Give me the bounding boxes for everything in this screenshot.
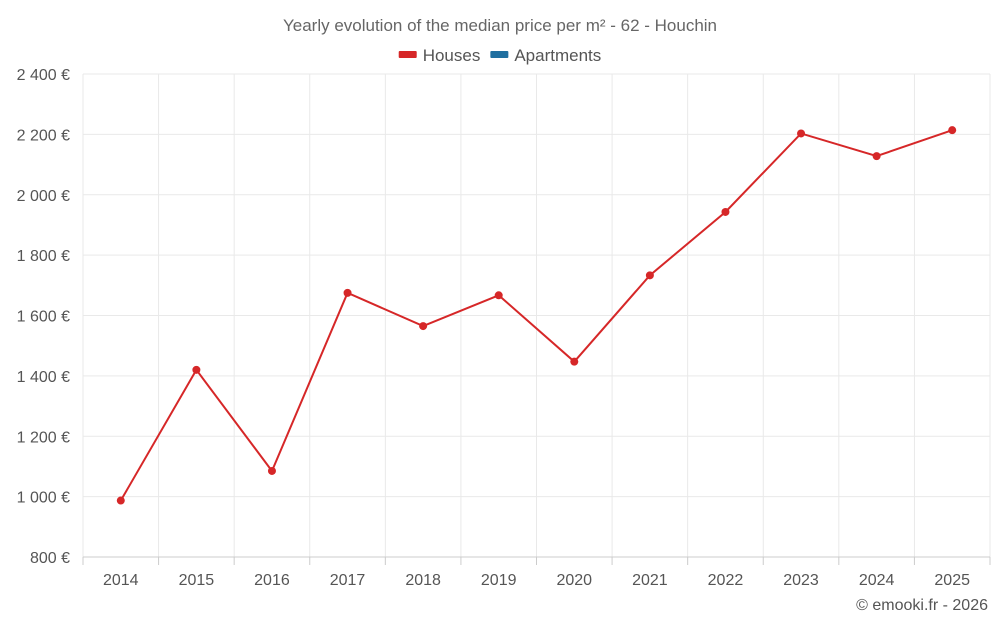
y-tick-label: 2 200 € <box>17 127 70 144</box>
series-line-houses <box>119 129 953 502</box>
data-point-houses-2019[interactable] <box>494 291 503 300</box>
y-tick-label: 1 200 € <box>17 429 70 446</box>
y-tick-label: 1 000 € <box>17 490 70 507</box>
legend-swatch <box>490 51 509 58</box>
y-tick-label: 1 800 € <box>17 248 70 265</box>
x-tick-label: 2021 <box>632 572 668 589</box>
x-tick-label: 2015 <box>179 572 215 589</box>
data-point-houses-2021[interactable] <box>645 271 654 280</box>
data-point-houses-2017[interactable] <box>343 288 352 297</box>
x-tick-label: 2018 <box>405 572 441 589</box>
y-tick-label: 800 € <box>30 550 70 567</box>
legend-item-houses[interactable]: Houses <box>398 46 481 65</box>
x-tick-label: 2020 <box>556 572 592 589</box>
data-point-houses-2024[interactable] <box>872 152 881 161</box>
y-tick-label: 2 400 € <box>17 67 70 84</box>
x-tick-label: 2019 <box>481 572 517 589</box>
data-point-houses-2020[interactable] <box>570 357 579 366</box>
legend-label: Houses <box>423 46 481 65</box>
credit-text: © emooki.fr - 2026 <box>856 597 988 614</box>
data-point-houses-2016[interactable] <box>267 466 276 475</box>
data-point-houses-2015[interactable] <box>192 365 201 374</box>
y-tick-label: 2 000 € <box>17 188 70 205</box>
y-tick-label: 1 600 € <box>17 309 70 326</box>
legend: Houses Apartments <box>398 46 601 65</box>
y-tick-label: 1 400 € <box>17 369 70 386</box>
x-tick-label: 2016 <box>254 572 290 589</box>
y-axis: 800 € 1 000 € 1 200 € 1 400 € 1 600 € 1 800 €… <box>17 67 70 567</box>
chart-title: Yearly evolution of the median price per… <box>283 16 717 35</box>
legend-item-apartments[interactable]: Apartments <box>490 46 601 65</box>
series-layer <box>116 126 957 505</box>
legend-label: Apartments <box>514 46 601 65</box>
grid <box>82 73 991 557</box>
data-point-houses-2018[interactable] <box>419 322 428 331</box>
x-tick-label: 2014 <box>103 572 139 589</box>
x-tick-label: 2022 <box>708 572 744 589</box>
x-tick-label: 2024 <box>859 572 895 589</box>
legend-swatch <box>398 51 417 58</box>
data-point-houses-2014[interactable] <box>116 496 125 505</box>
data-point-houses-2022[interactable] <box>721 207 730 216</box>
x-axis: 2014 2015 2016 2017 2018 2019 2020 2021 2022 2023… <box>82 556 991 589</box>
x-tick-label: 2023 <box>783 572 819 589</box>
x-tick-label: 2017 <box>330 572 366 589</box>
x-tick-label: 2025 <box>934 572 970 589</box>
data-point-houses-2023[interactable] <box>797 129 806 138</box>
data-point-houses-2025[interactable] <box>948 126 957 135</box>
